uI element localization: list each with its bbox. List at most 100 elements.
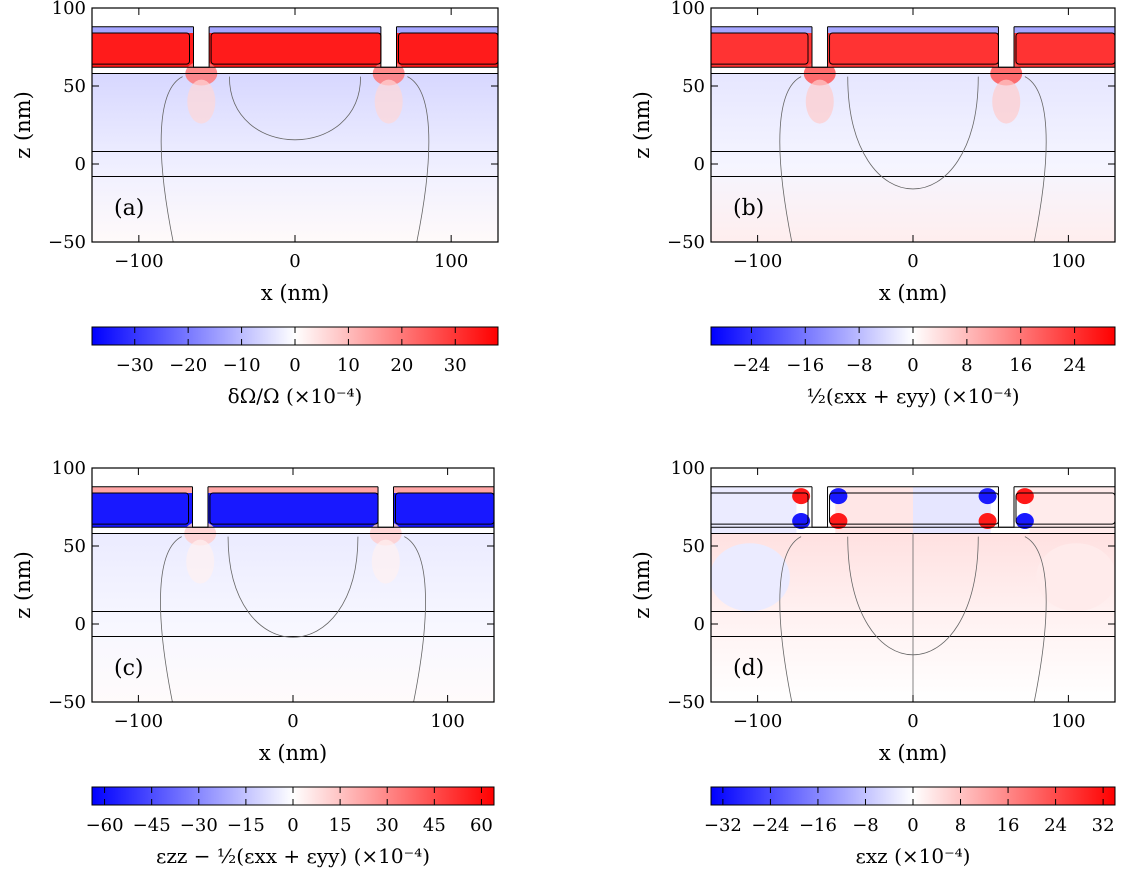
- y-tick-label: 100: [52, 0, 86, 19]
- colorbar-tick-label: 0: [907, 815, 918, 836]
- structure-outline: [92, 486, 494, 637]
- gate-outline: [92, 492, 189, 525]
- panel-label: (d): [733, 656, 764, 681]
- substrate-region: [711, 73, 1115, 242]
- structure-outline: [711, 26, 1115, 177]
- gate-segment-2: [209, 32, 381, 68]
- colorbar-tick-label: 60: [470, 815, 493, 836]
- neck-plume: [187, 79, 216, 124]
- colorbar-label: ½(εxx + εyy) (×10⁻⁴): [806, 384, 1019, 408]
- colorbar-tick-label: 15: [329, 815, 352, 836]
- gate-outline: [829, 32, 999, 65]
- neck-plume: [371, 539, 400, 584]
- colorbar-tick-label: 24: [1044, 815, 1067, 836]
- y-axis-label: z (nm): [11, 551, 35, 619]
- x-tick-label: 100: [1051, 711, 1085, 732]
- contour-lines: [779, 76, 1047, 242]
- shear-hotspot: [1015, 513, 1034, 530]
- cap-layer: [92, 486, 494, 493]
- contour-side: [1024, 536, 1047, 702]
- colorbar-tick-label: 45: [423, 815, 446, 836]
- substrate-region: [92, 73, 498, 242]
- colorbar-tick-label: −10: [223, 355, 261, 376]
- shear-hotspot: [792, 488, 811, 505]
- chart-panel-4: −100 0 100 −50 0 50 100 x (nm) z (nm) (d) −32 −24 −1…: [630, 458, 1116, 868]
- x-tick-label: 100: [430, 711, 464, 732]
- colorbar-label: δΩ/Ω (×10⁻⁴): [228, 384, 363, 408]
- contour-bowl: [847, 76, 979, 190]
- colorbar: −32 −24 −16 −8 0 8 16 24 32 εxz (×10⁻⁴): [704, 786, 1116, 868]
- contour-side: [160, 76, 183, 242]
- colorbar-label: εxz (×10⁻⁴): [856, 844, 971, 868]
- colorbar-tick-label: −24: [732, 355, 770, 376]
- gate-outline: [1015, 492, 1115, 525]
- x-tick-label: −100: [733, 711, 782, 732]
- neck-plume: [186, 539, 215, 584]
- x-tick-label: 0: [287, 711, 298, 732]
- contour-bowl: [229, 76, 361, 141]
- y-tick-label: 50: [63, 76, 86, 97]
- contour-side: [404, 536, 426, 702]
- neck-plume: [374, 79, 403, 124]
- contour-lines: [779, 533, 1047, 702]
- gate-outline: [1015, 32, 1115, 65]
- x-tick-label: 0: [907, 251, 918, 272]
- y-tick-label: 50: [682, 76, 705, 97]
- shear-hotspot: [829, 513, 848, 530]
- colorbar-tick-label: −16: [786, 355, 824, 376]
- neck-plume: [805, 79, 834, 124]
- colorbar: −30 −20 −10 0 10 20 30 δΩ/Ω (×10⁻⁴): [91, 326, 499, 408]
- shear-hotspot: [829, 488, 848, 505]
- gate-outline: [711, 492, 809, 525]
- colorbar-tick-label: 32: [1092, 815, 1115, 836]
- colorbar-tick-label: −16: [799, 815, 837, 836]
- y-tick-label: 100: [671, 0, 705, 19]
- contour-side: [160, 536, 182, 702]
- gate-outline: [209, 492, 379, 525]
- colorbar-tick-label: 8: [961, 355, 972, 376]
- contour-side: [1024, 76, 1047, 242]
- heatmap-field: [92, 8, 498, 242]
- neck-plume: [992, 79, 1021, 124]
- colorbar-tick-label: −60: [86, 815, 124, 836]
- y-tick-label: 0: [75, 154, 86, 175]
- y-tick-label: 100: [671, 458, 705, 479]
- x-axis-label: x (nm): [879, 741, 947, 765]
- substrate-region: [92, 533, 494, 702]
- y-tick-label: −50: [48, 692, 86, 713]
- colorbar-tick-label: 20: [390, 355, 413, 376]
- gate-segment-3: [396, 32, 498, 68]
- shear-lobe: [835, 486, 913, 534]
- y-tick-label: −50: [667, 692, 705, 713]
- colorbar-tick-label: −15: [227, 815, 265, 836]
- y-axis-label: z (nm): [11, 91, 35, 159]
- shear-hotspot: [1015, 488, 1034, 505]
- colorbar: −60 −45 −30 −15 0 15 30 45 60 εzz − ½(εxx + εyy) …: [86, 786, 495, 868]
- shear-lobe: [711, 543, 790, 612]
- colorbar-tick-label: 30: [376, 815, 399, 836]
- colorbar-tick-label: −24: [751, 815, 789, 836]
- colorbar-tick-label: 8: [955, 815, 966, 836]
- gate-outline: [829, 492, 999, 525]
- y-tick-label: 50: [682, 536, 705, 557]
- gate-outline: [92, 32, 190, 65]
- x-tick-label: 0: [907, 711, 918, 732]
- y-tick-label: 0: [75, 614, 86, 635]
- colorbar-tick-label: 30: [444, 355, 467, 376]
- cap-layer: [92, 26, 498, 33]
- y-tick-label: −50: [48, 232, 86, 253]
- gate-segment-1: [92, 32, 194, 68]
- y-axis-label: z (nm): [630, 91, 654, 159]
- gate-outline: [711, 32, 809, 65]
- x-axis-label: x (nm): [259, 741, 327, 765]
- x-axis-label: x (nm): [261, 281, 329, 305]
- x-tick-label: −100: [114, 711, 163, 732]
- y-tick-label: 100: [52, 458, 86, 479]
- y-tick-label: −50: [667, 232, 705, 253]
- gate-segment-3: [393, 492, 494, 528]
- colorbar-tick-label: −30: [180, 815, 218, 836]
- contour-side: [779, 536, 802, 702]
- colorbar-tick-label: 16: [1009, 355, 1032, 376]
- colorbar-tick-label: 24: [1063, 355, 1086, 376]
